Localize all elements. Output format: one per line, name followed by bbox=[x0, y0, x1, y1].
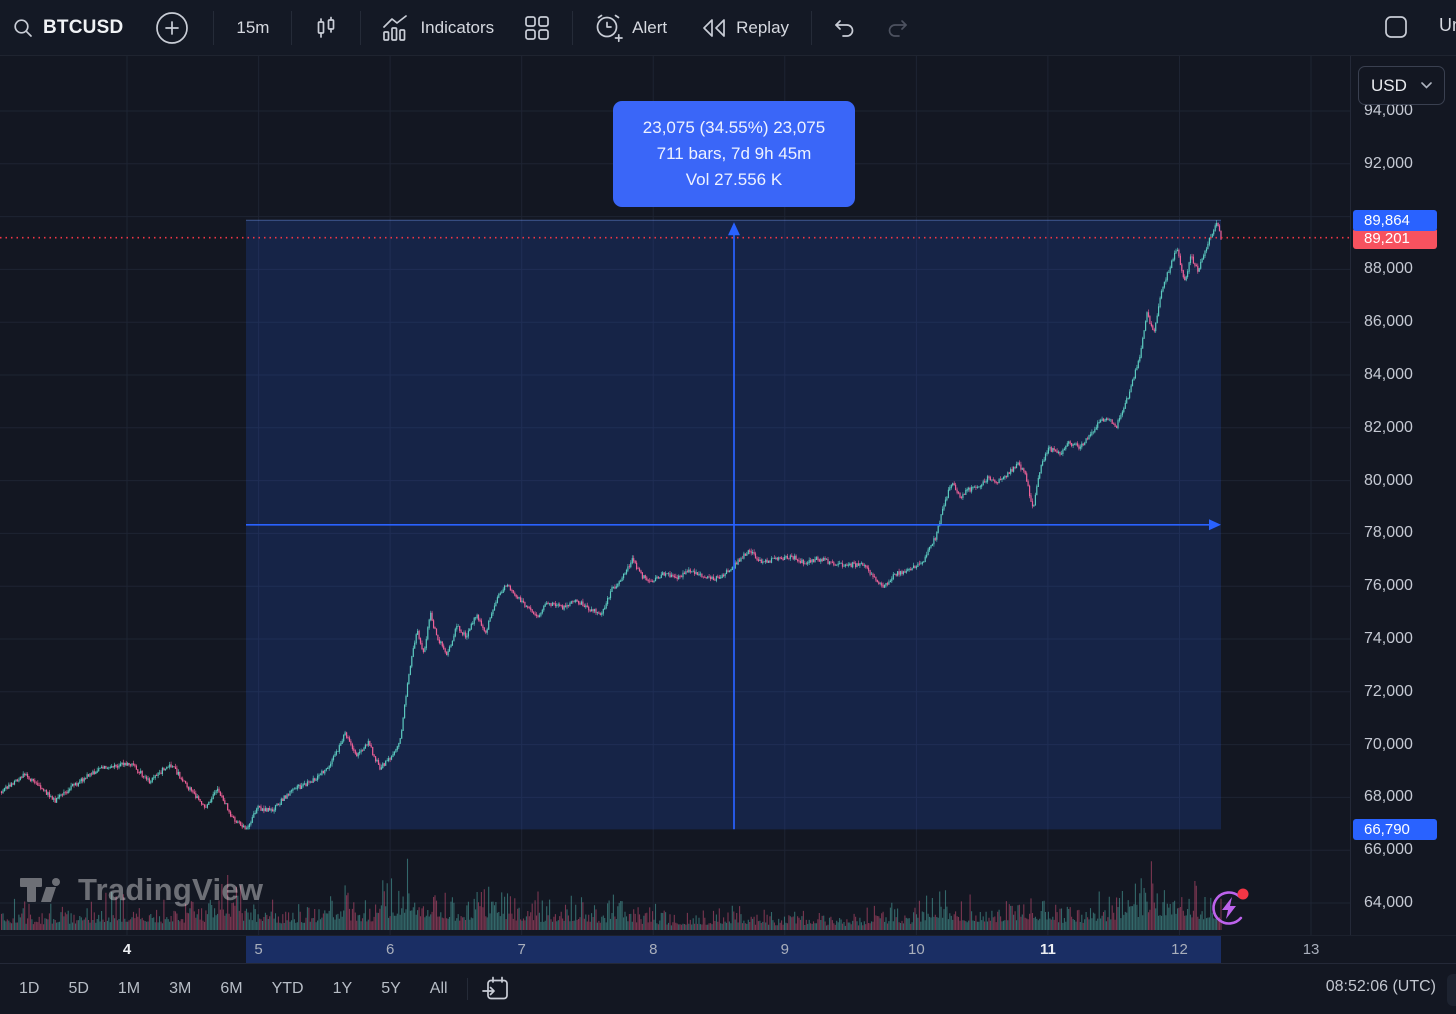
measure-bars-line: 711 bars, 7d 9h 45m bbox=[656, 144, 812, 163]
bottom-toolbar: 1D 5D 1M 3M 6M YTD 1Y 5Y All 08:52:06 (UTC) bbox=[0, 963, 1456, 1014]
plus-circle-icon bbox=[156, 11, 189, 44]
layout-grid-button[interactable] bbox=[524, 15, 550, 41]
time-tick-label: 13 bbox=[1302, 941, 1320, 958]
price-tick-label: 84,000 bbox=[1364, 366, 1413, 383]
range-button-5d[interactable]: 5D bbox=[68, 980, 89, 997]
replay-label: Replay bbox=[736, 17, 790, 37]
price-tick-label: 88,000 bbox=[1364, 260, 1413, 278]
go-to-date-icon bbox=[481, 976, 508, 1000]
symbol-label: BTCUSD bbox=[43, 16, 124, 38]
save-layout-button[interactable] bbox=[1384, 15, 1408, 39]
range-button-1d[interactable]: 1D bbox=[19, 980, 40, 997]
corner-panel-handle[interactable] bbox=[1447, 974, 1456, 1006]
time-tick-label: 5 bbox=[254, 941, 263, 958]
toolbar-divider bbox=[291, 10, 293, 45]
range-button-1y[interactable]: 1Y bbox=[332, 980, 353, 997]
replay-icon bbox=[703, 18, 725, 37]
price-tick-label: 82,000 bbox=[1364, 418, 1413, 436]
toolbar-divider bbox=[213, 10, 215, 45]
search-icon bbox=[14, 18, 32, 37]
time-scale[interactable]: 4 5 6 7 8 9 10 11 12 13 bbox=[0, 935, 1456, 964]
indicators-label: Indicators bbox=[420, 17, 495, 37]
price-scale[interactable]: USD 89,864 89,201 66,790 94,000 92,000 88,… bbox=[1350, 56, 1456, 935]
chevron-down-icon bbox=[1421, 82, 1432, 89]
lightning-icon bbox=[1212, 888, 1249, 925]
price-tick-label: 76,000 bbox=[1364, 577, 1413, 595]
toolbar-divider bbox=[811, 10, 813, 45]
toolbar-divider bbox=[572, 10, 574, 45]
measure-low-badge: 66,790 bbox=[1353, 818, 1437, 840]
measure-volume-line: Vol 27.556 K bbox=[685, 170, 783, 189]
interval-button[interactable]: 15m bbox=[236, 18, 269, 38]
measure-high-badge: 89,864 bbox=[1353, 209, 1437, 231]
price-tick-label: 92,000 bbox=[1364, 154, 1413, 172]
go-to-date-button[interactable] bbox=[481, 976, 510, 1002]
range-button-ytd[interactable]: YTD bbox=[271, 980, 304, 997]
indicators-icon bbox=[383, 14, 408, 41]
redo-button[interactable] bbox=[886, 18, 910, 38]
price-tick-label: 78,000 bbox=[1364, 524, 1413, 542]
replay-button[interactable]: Replay bbox=[701, 18, 789, 38]
time-tick-label: 8 bbox=[649, 941, 658, 958]
toolbar-divider bbox=[466, 978, 468, 1000]
redo-arrow-icon bbox=[888, 19, 907, 37]
range-button-5y[interactable]: 5Y bbox=[381, 980, 401, 997]
chart-style-button[interactable] bbox=[314, 16, 338, 40]
symbol-search-button[interactable]: BTCUSD bbox=[12, 17, 123, 39]
alert-label: Alert bbox=[632, 17, 668, 37]
last-price-badge: 89,201 bbox=[1353, 227, 1437, 249]
time-tick-label: 10 bbox=[908, 941, 925, 958]
layout-name-label[interactable]: Un bbox=[1439, 15, 1456, 35]
compare-add-button[interactable] bbox=[155, 11, 189, 45]
time-tick-label: 12 bbox=[1171, 941, 1188, 958]
time-tick-label: 6 bbox=[385, 941, 395, 958]
price-tick-label: 66,000 bbox=[1364, 841, 1413, 859]
toolbar-divider bbox=[360, 10, 362, 45]
range-button-1m[interactable]: 1M bbox=[117, 980, 141, 997]
square-outline-icon bbox=[1385, 16, 1407, 38]
undo-arrow-icon bbox=[835, 19, 854, 37]
alert-button[interactable]: Alert bbox=[593, 13, 667, 43]
candles-icon bbox=[318, 16, 335, 38]
top-toolbar: BTCUSD 15m Indicato bbox=[0, 0, 1456, 56]
range-buttons: 1D 5D 1M 3M 6M YTD 1Y 5Y All bbox=[10, 975, 457, 1003]
time-tick-label: 9 bbox=[780, 941, 789, 958]
indicators-button[interactable]: Indicators bbox=[381, 14, 495, 41]
price-tick-label: 80,000 bbox=[1364, 471, 1413, 489]
interval-label: 15m bbox=[236, 17, 270, 37]
price-tick-label: 94,000 bbox=[1364, 102, 1413, 119]
price-tick-label: 72,000 bbox=[1364, 682, 1413, 700]
currency-selector[interactable]: USD bbox=[1358, 66, 1445, 105]
price-tick-label: 86,000 bbox=[1364, 313, 1413, 331]
price-tick-label: 64,000 bbox=[1364, 894, 1413, 911]
measure-time-highlight bbox=[246, 936, 1221, 964]
measure-tooltip: 23,075 (34.55%) 23,075 711 bars, 7d 9h 4… bbox=[613, 101, 855, 207]
price-tick-label: 74,000 bbox=[1364, 630, 1413, 647]
time-tick-label: 4 bbox=[122, 941, 132, 958]
lightning-button[interactable] bbox=[1207, 884, 1253, 930]
range-button-6m[interactable]: 6M bbox=[220, 980, 243, 997]
price-tick-label: 68,000 bbox=[1364, 788, 1413, 806]
measure-change-line: 23,075 (34.55%) 23,075 bbox=[642, 118, 826, 137]
price-tick-label: 70,000 bbox=[1364, 735, 1413, 753]
currency-value: USD bbox=[1371, 75, 1407, 95]
undo-button[interactable] bbox=[832, 18, 856, 38]
range-button-3m[interactable]: 3M bbox=[169, 980, 192, 997]
chart-canvas[interactable] bbox=[0, 56, 1350, 935]
grid-layout-icon bbox=[525, 15, 550, 40]
range-button-all[interactable]: All bbox=[429, 980, 448, 997]
time-tick-label: 11 bbox=[1039, 941, 1056, 958]
time-tick-label: 7 bbox=[517, 941, 526, 958]
clock-label[interactable]: 08:52:06 (UTC) bbox=[1325, 978, 1436, 995]
alert-clock-icon bbox=[596, 14, 624, 42]
